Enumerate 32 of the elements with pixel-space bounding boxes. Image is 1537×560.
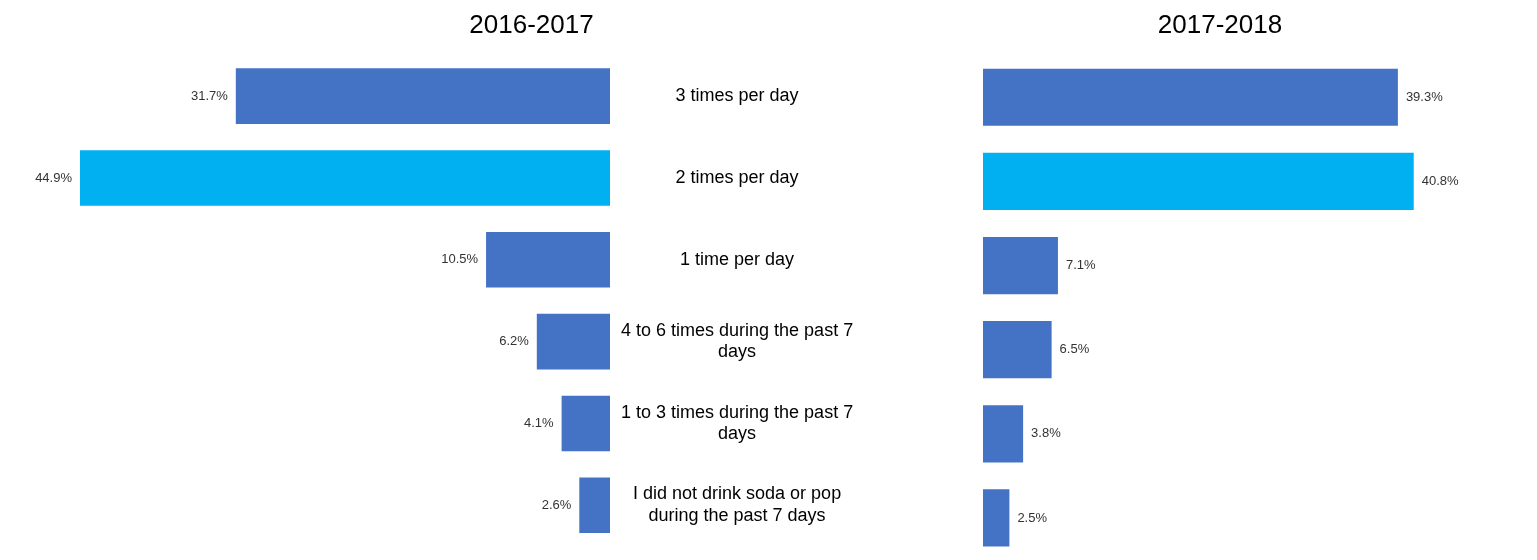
data-label: 3.8% [1031,425,1062,441]
data-label: 39.3% [1405,88,1444,104]
bar [983,405,1024,463]
data-label: 6.2% [499,333,530,349]
data-label: 10.5% [441,251,479,267]
data-label: 2.6% [541,496,572,512]
bar [80,150,610,206]
chart-title: 2017-2018 [1157,8,1283,39]
y-tick-label: 1 to 3 times during the past 7 days [621,401,854,444]
bar [983,236,1058,295]
data-label: 7.1% [1065,257,1097,273]
y-tick-label: 4 to 6 times during the past 7 days [621,319,854,362]
bar [235,68,610,124]
bar [983,152,1414,211]
data-label: 44.9% [35,169,73,185]
bar [983,68,1398,126]
bar [561,395,610,452]
bar [579,477,610,534]
y-tick-label: 1 time per day [680,248,795,269]
data-label: 2.5% [1017,509,1048,525]
bar [486,231,610,288]
y-tick-label: 2 times per day [675,166,799,187]
y-tick-label: I did not drink soda or pop during the past 7 days [633,483,842,526]
bar [983,321,1052,379]
data-label: 31.7% [190,87,229,103]
data-label: 40.8% [1421,172,1460,188]
y-tick-label: 3 times per day [675,85,799,106]
bar [983,489,1010,547]
chart-title: 2016-2017 [469,8,594,39]
data-label: 6.5% [1059,341,1090,357]
data-label: 4.1% [523,415,555,431]
bar [536,313,610,370]
